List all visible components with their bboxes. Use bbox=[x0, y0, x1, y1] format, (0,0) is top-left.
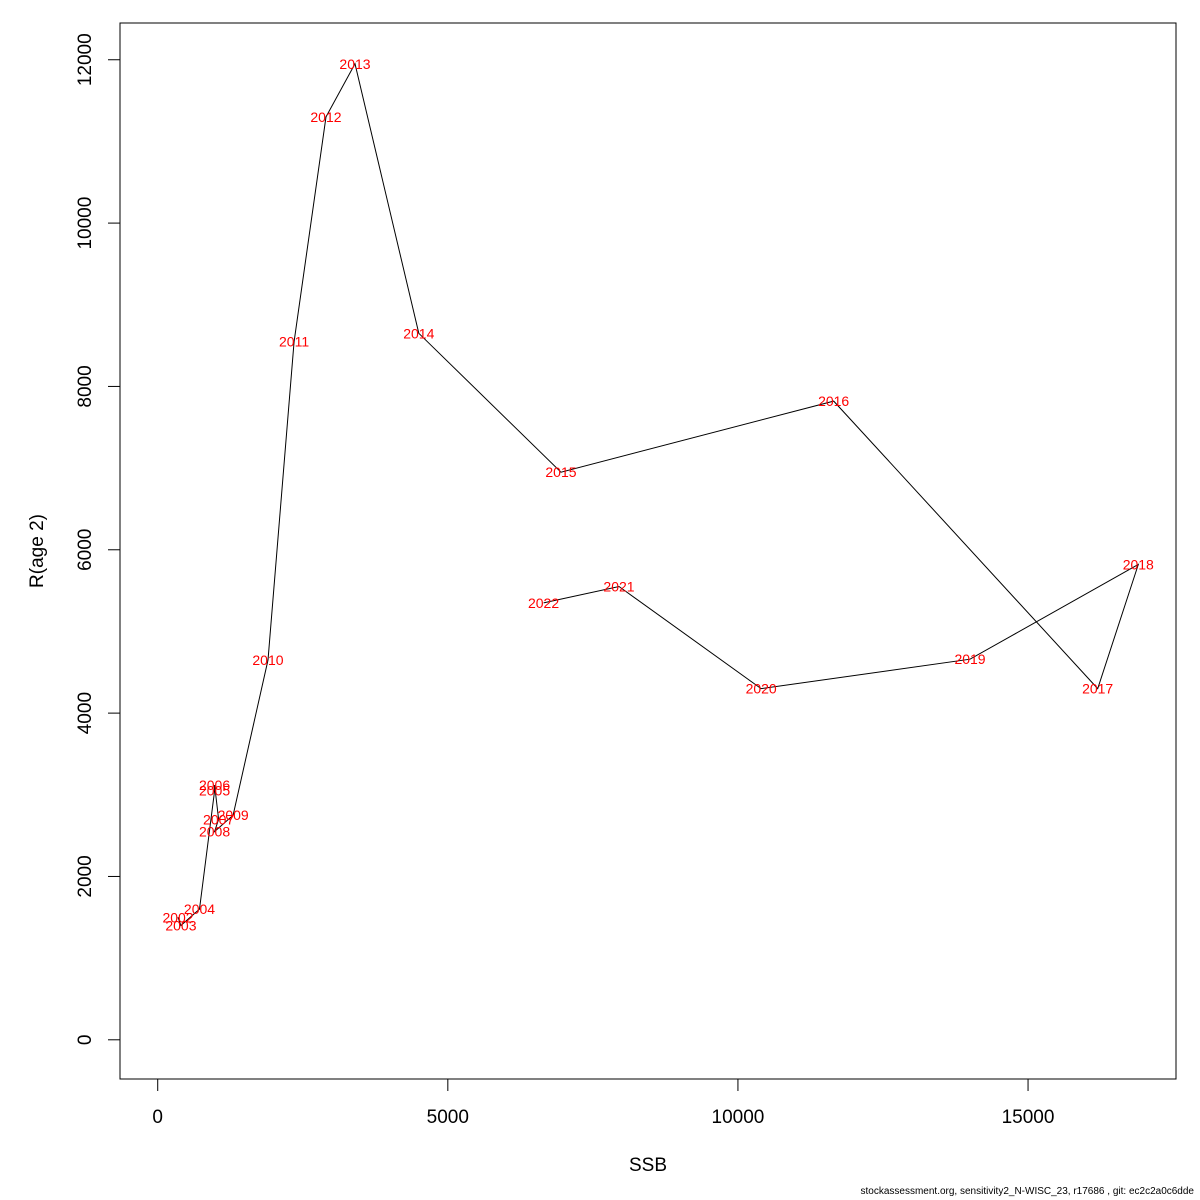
point-label-2016: 2016 bbox=[818, 393, 849, 409]
x-axis: 0 5000 10000 15000 bbox=[152, 1078, 1055, 1128]
point-label-2002: 2002 bbox=[162, 909, 193, 925]
point-label-2021: 2021 bbox=[603, 579, 634, 595]
plot-frame bbox=[119, 22, 1177, 1080]
point-label-2010: 2010 bbox=[252, 652, 283, 668]
point-label-2007: 2007 bbox=[203, 811, 234, 827]
point-label-2006: 2006 bbox=[199, 777, 230, 793]
y-axis-title: R(age 2) bbox=[27, 514, 48, 588]
x-tick-label: 15000 bbox=[1002, 1107, 1055, 1128]
point-label-2020: 2020 bbox=[746, 681, 777, 697]
y-tick-label: 6000 bbox=[75, 529, 96, 571]
point-label-2015: 2015 bbox=[545, 464, 576, 480]
point-label-2014: 2014 bbox=[403, 325, 434, 341]
footer-credit: stockassessment.org, sensitivity2_N-WISC… bbox=[860, 1186, 1195, 1197]
point-label-2012: 2012 bbox=[310, 109, 341, 125]
y-tick-label: 10000 bbox=[75, 197, 96, 250]
y-tick-label: 2000 bbox=[75, 855, 96, 897]
point-label-2005: 2005 bbox=[199, 783, 230, 799]
point-label-2013: 2013 bbox=[339, 56, 370, 72]
y-axis: 0 2000 4000 6000 8000 10000 12000 bbox=[75, 33, 121, 1046]
y-tick-label: 12000 bbox=[75, 33, 96, 86]
x-tick-label: 0 bbox=[152, 1107, 163, 1128]
point-label-2008: 2008 bbox=[199, 824, 230, 840]
x-tick-label: 5000 bbox=[427, 1107, 469, 1128]
y-tick-label: 4000 bbox=[75, 692, 96, 734]
point-label-2004: 2004 bbox=[184, 901, 215, 917]
y-tick-label: 8000 bbox=[75, 365, 96, 407]
x-tick-label: 10000 bbox=[712, 1107, 765, 1128]
point-label-2009: 2009 bbox=[218, 807, 249, 823]
y-tick-label: 0 bbox=[75, 1035, 96, 1046]
point-label-2011: 2011 bbox=[279, 334, 309, 350]
series-line bbox=[177, 62, 1140, 927]
point-label-2019: 2019 bbox=[954, 651, 985, 667]
point-label-2017: 2017 bbox=[1082, 681, 1113, 697]
point-label-2018: 2018 bbox=[1123, 556, 1154, 572]
point-label-2003: 2003 bbox=[165, 917, 196, 933]
x-axis-title: SSB bbox=[629, 1155, 667, 1176]
point-label-2022: 2022 bbox=[528, 595, 559, 611]
